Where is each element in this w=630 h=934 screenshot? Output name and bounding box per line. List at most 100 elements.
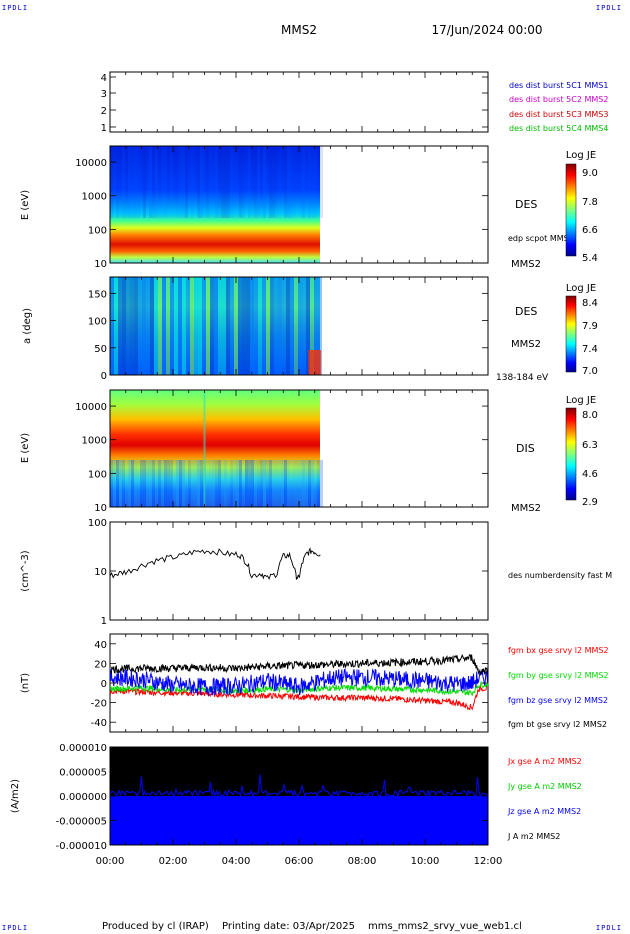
legend-jy: Jy gse A m2 MMS2 — [507, 782, 582, 791]
des-pitch-energy-range: 138-184 eV — [496, 373, 549, 383]
density-ytick: 10 — [94, 567, 107, 578]
corner-label-top-left: IPDLI — [2, 4, 29, 12]
des-energy-colorbar — [565, 163, 577, 257]
dis-energy-ytick: 10 — [94, 503, 107, 514]
colorbar-tick: 9.0 — [582, 168, 598, 179]
panel-des-energy: E (eV) DES edp scpot MMS2 MMS2 Log JE 9.… — [20, 145, 598, 270]
current-ylabel: (A/m2) — [10, 779, 21, 813]
des-energy-spacecraft: MMS2 — [511, 259, 541, 270]
legend-jx: Jx gse A m2 MMS2 — [507, 757, 582, 766]
colorbar-tick: 7.0 — [582, 366, 598, 377]
legend-des-burst-mms4: des dist burst 5C4 MMS4 — [509, 124, 608, 133]
legend-des-burst-mms2: des dist burst 5C2 MMS2 — [509, 95, 608, 104]
panel-density: (cm^-3) des numberdensity fast M — [20, 521, 612, 621]
current-jz-area — [110, 796, 488, 845]
panel-b-field: (nT) fgm bx gse srvy l2 MMS2 fgm by gse … — [20, 633, 609, 733]
legend-j: J A m2 MMS2 — [507, 832, 560, 841]
availability-ytick: 4 — [101, 73, 107, 84]
dis-energy-ytick: 100 — [88, 469, 107, 480]
b-field-ytick: -20 — [91, 699, 107, 710]
des-pitch-ylabel: a (deg) — [22, 308, 33, 344]
dis-energy-label: DIS — [516, 442, 535, 455]
density-ylabel: (cm^-3) — [20, 550, 31, 591]
dis-energy-colorbar-title: Log JE — [566, 395, 596, 406]
des-energy-label: DES — [515, 198, 537, 211]
corner-label-bottom-left: IPDLI — [2, 924, 29, 932]
colorbar-tick: 8.4 — [582, 298, 598, 309]
des-pitch-ytick: 150 — [88, 289, 107, 300]
current-jz-line — [109, 774, 489, 798]
footer-producer: Produced by cl (IRAP) — [102, 921, 209, 932]
des-pitch-spacecraft: MMS2 — [511, 339, 541, 350]
colorbar-tick: 2.9 — [582, 497, 598, 508]
des-energy-spectrogram — [110, 146, 320, 263]
des-energy-ytick: 1000 — [82, 192, 107, 203]
legend-bt: fgm bt gse srvy l2 MMS2 — [508, 720, 607, 729]
des-energy-ytick: 10 — [94, 259, 107, 270]
legend-bz: fgm bz gse srvy l2 MMS2 — [508, 696, 608, 705]
footer-printing-date: Printing date: 03/Apr/2025 — [222, 921, 355, 932]
availability-ytick: 2 — [101, 106, 107, 117]
des-pitch-colorbar — [565, 295, 577, 373]
b-field-bz-line — [109, 668, 489, 697]
colorbar-tick: 7.9 — [582, 321, 598, 332]
legend-des-burst-mms1: des dist burst 5C1 MMS1 — [509, 81, 608, 90]
b-field-ytick: 40 — [94, 640, 107, 651]
b-field-ylabel: (nT) — [20, 673, 31, 693]
colorbar-tick: 6.6 — [582, 225, 598, 236]
colorbar-tick: 7.4 — [582, 344, 598, 355]
colorbar-tick: 7.8 — [582, 197, 598, 208]
des-pitch-colorbar-title: Log JE — [566, 283, 596, 294]
availability-ytick: 1 — [101, 123, 107, 134]
current-ytick: -0.000010 — [56, 841, 107, 852]
panel-current: (A/m2) Jx gse A m2 MMS2 Jy gse A m2 MMS2… — [10, 746, 582, 846]
b-field-ytick: -40 — [91, 718, 107, 729]
legend-by: fgm by gse srvy l2 MMS2 — [508, 671, 609, 680]
legend-jz: Jz gse A m2 MMS2 — [507, 807, 581, 816]
colorbar-tick: 8.0 — [582, 410, 598, 421]
time-tick-label: 02:00 — [159, 856, 188, 867]
des-energy-ylabel: E (eV) — [20, 190, 31, 220]
des-energy-sublabel: edp scpot MMS2 — [508, 234, 574, 243]
des-pitch-ytick: 0 — [101, 371, 107, 382]
corner-label-bottom-right: IPDLI — [595, 924, 622, 932]
current-ytick: 0.000005 — [59, 768, 107, 779]
des-pitch-ytick: 50 — [94, 344, 107, 355]
availability-ytick: 3 — [101, 89, 107, 100]
b-field-bx-line — [109, 684, 489, 711]
current-ytick: 0.000010 — [59, 743, 107, 754]
date-title: 17/Jun/2024 00:00 — [431, 23, 542, 37]
current-ytick: -0.000005 — [56, 817, 107, 828]
legend-des-burst-mms3: des dist burst 5C3 MMS3 — [509, 110, 608, 119]
dis-energy-ytick: 10000 — [75, 402, 107, 413]
dis-energy-spacecraft: MMS2 — [511, 503, 541, 514]
density-series-line — [109, 547, 321, 581]
footer-file: mms_mms2_srvy_vue_web1.cl — [368, 921, 522, 932]
time-tick-label: 12:00 — [474, 856, 503, 867]
des-energy-colorbar-title: Log JE — [566, 150, 596, 161]
dis-energy-colorbar — [565, 407, 577, 501]
spacecraft-title: MMS2 — [281, 23, 317, 37]
time-tick-label: 00:00 — [96, 856, 125, 867]
current-ytick: 0.000000 — [59, 792, 107, 803]
des-pitch-ytick: 100 — [88, 317, 107, 328]
colorbar-tick: 4.6 — [582, 469, 598, 480]
dis-energy-ytick: 1000 — [82, 436, 107, 447]
time-tick-label: 10:00 — [411, 856, 440, 867]
b-field-ytick: 0 — [101, 679, 107, 690]
colorbar-tick: 5.4 — [582, 253, 598, 264]
panel-availability: des dist burst 5C1 MMS1 des dist burst 5… — [109, 71, 608, 133]
time-tick-label: 04:00 — [222, 856, 251, 867]
time-tick-label: 08:00 — [348, 856, 377, 867]
panel-dis-energy: E (eV) DIS MMS2 Log JE 8.0 6.3 4.6 2.9 — [20, 389, 598, 514]
corner-label-top-right: IPDLI — [595, 4, 622, 12]
density-ytick: 100 — [88, 518, 107, 529]
des-energy-ytick: 100 — [88, 225, 107, 236]
dis-energy-spectrogram — [110, 390, 320, 507]
des-pitch-label: DES — [515, 305, 537, 318]
des-energy-ytick: 10000 — [75, 158, 107, 169]
colorbar-tick: 6.3 — [582, 440, 598, 451]
b-field-ytick: 20 — [94, 659, 107, 670]
density-ytick: 1 — [101, 616, 107, 627]
